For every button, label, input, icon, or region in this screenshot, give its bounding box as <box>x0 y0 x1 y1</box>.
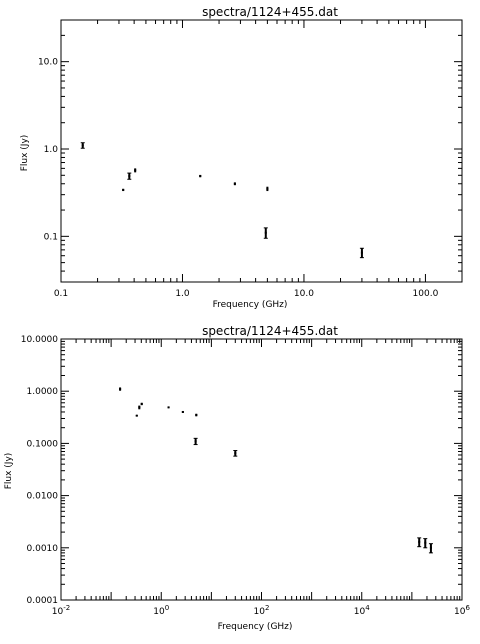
upper-chart-x-tick-label: 10.0 <box>294 289 314 299</box>
lower-chart-x-tick-exponent: 4 <box>365 604 370 612</box>
lower-chart-title: spectra/1124+455.dat <box>202 324 338 338</box>
lower-chart-data-point <box>418 540 421 543</box>
lower-chart-x-tick-label: 106 <box>454 604 470 617</box>
lower-chart-data-point <box>195 413 198 416</box>
upper-chart-plot-frame <box>60 19 463 283</box>
lower-chart-plot-frame <box>60 338 463 601</box>
lower-chart-data-point <box>119 388 122 391</box>
lower-chart-y-tick-label: 1.0000 <box>27 387 59 397</box>
upper-chart-x-tick-label: 100.0 <box>413 289 439 299</box>
upper-chart-x-tick-label: 1.0 <box>175 289 190 299</box>
upper-chart: spectra/1124+455.dat Frequency (GHz) Flu… <box>20 5 463 310</box>
lower-chart-data-point <box>135 414 138 417</box>
lower-chart-data-point <box>140 402 143 405</box>
upper-chart-title: spectra/1124+455.dat <box>202 5 338 19</box>
lower-chart-x-tick-label: 104 <box>354 604 370 617</box>
lower-chart-data-point <box>194 440 197 443</box>
lower-chart: spectra/1124+455.dat Frequency (GHz) Flu… <box>4 324 470 632</box>
lower-chart-data-point <box>424 541 427 544</box>
upper-chart-y-tick-label: 10.0 <box>38 58 58 68</box>
lower-chart-x-tick-label: 102 <box>254 604 270 617</box>
lower-chart-data-point <box>429 546 432 549</box>
upper-chart-data-point <box>199 175 202 178</box>
lower-chart-y-tick-label: 0.1000 <box>27 439 59 449</box>
upper-chart-data-point <box>81 144 84 147</box>
lower-chart-x-axis-label: Frequency (GHz) <box>218 622 293 632</box>
upper-chart-data-point <box>266 187 269 190</box>
lower-chart-x-tick-exponent: 6 <box>465 604 470 612</box>
lower-chart-y-axis-label: Flux (Jy) <box>4 453 14 490</box>
lower-chart-data-point <box>181 410 184 413</box>
upper-chart-data-point <box>122 188 125 191</box>
lower-chart-x-tick-exponent: 0 <box>165 604 169 612</box>
lower-chart-x-tick-exponent: -2 <box>63 604 70 612</box>
upper-chart-data-point <box>134 169 137 172</box>
lower-chart-y-tick-label: 0.0010 <box>27 544 59 554</box>
upper-chart-x-axis-label: Frequency (GHz) <box>213 300 288 310</box>
upper-chart-y-tick-label: 1.0 <box>44 145 59 155</box>
upper-chart-x-tick-label: 0.1 <box>54 289 68 299</box>
upper-chart-data-point <box>128 175 131 178</box>
upper-chart-y-tick-label: 0.1 <box>44 232 58 242</box>
lower-chart-data-point <box>167 406 170 409</box>
lower-chart-x-tick-label: 100 <box>153 604 169 617</box>
upper-chart-data-point <box>233 182 236 185</box>
upper-chart-y-axis-label: Flux (Jy) <box>20 135 30 172</box>
upper-chart-data-point <box>264 231 267 234</box>
lower-chart-y-tick-label: 0.0001 <box>27 596 59 606</box>
lower-chart-data-point <box>138 406 141 409</box>
upper-chart-data-point <box>360 251 363 254</box>
lower-chart-y-tick-label: 0.0100 <box>27 492 59 502</box>
lower-chart-x-tick-exponent: 2 <box>265 604 269 612</box>
lower-chart-data-point <box>234 452 237 455</box>
lower-chart-y-tick-label: 10.0000 <box>21 335 58 345</box>
